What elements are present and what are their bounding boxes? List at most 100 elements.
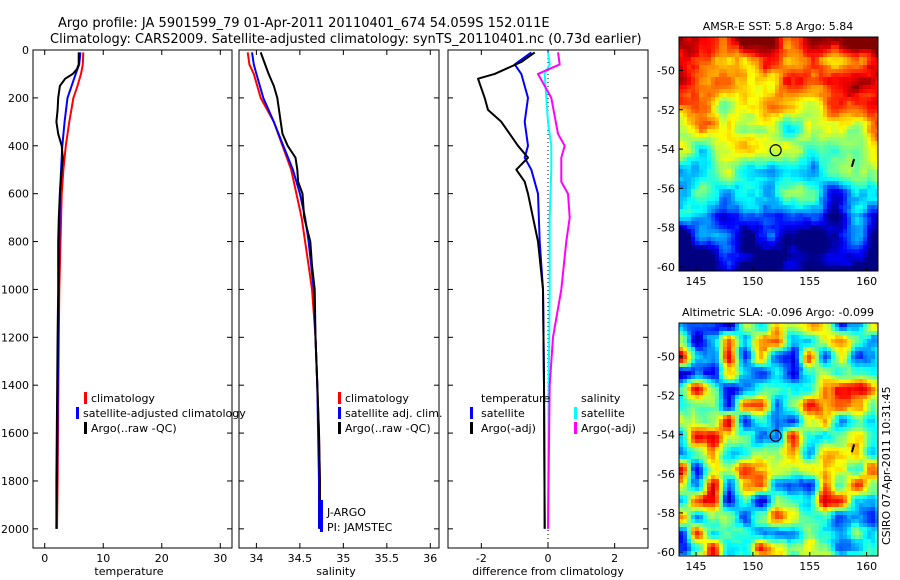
- heatmap-cell: [715, 65, 719, 69]
- heatmap-cell: [787, 347, 791, 351]
- heatmap-cell: [875, 455, 878, 459]
- heatmap-cell: [863, 137, 867, 141]
- heatmap-cell: [815, 209, 819, 213]
- heatmap-cell: [799, 221, 803, 225]
- heatmap-cell: [807, 145, 811, 149]
- heatmap-cell: [863, 93, 867, 97]
- heatmap-cell: [779, 61, 783, 65]
- heatmap-cell: [839, 463, 843, 467]
- heatmap-cell: [687, 113, 691, 117]
- heatmap-cell: [807, 161, 811, 165]
- heatmap-cell: [683, 391, 687, 395]
- heatmap-cell: [751, 49, 755, 53]
- heatmap-cell: [687, 229, 691, 233]
- heatmap-cell: [799, 101, 803, 105]
- heatmap-cell: [803, 157, 807, 161]
- heatmap-cell: [855, 153, 859, 157]
- heatmap-cell: [787, 145, 791, 149]
- heatmap-cell: [807, 53, 811, 57]
- heatmap-cell: [727, 81, 731, 85]
- heatmap-cell: [679, 89, 683, 93]
- heatmap-cell: [739, 81, 743, 85]
- heatmap-cell: [687, 237, 691, 241]
- heatmap-cell: [771, 351, 775, 355]
- heatmap-cell: [815, 113, 819, 117]
- heatmap-cell: [815, 269, 819, 271]
- heatmap-cell: [791, 403, 795, 407]
- heatmap-cell: [831, 189, 835, 193]
- heatmap-cell: [851, 459, 855, 463]
- heatmap-cell: [875, 69, 878, 73]
- heatmap-cell: [695, 335, 699, 339]
- heatmap-cell: [815, 245, 819, 249]
- heatmap-cell: [767, 427, 771, 431]
- heatmap-cell: [823, 161, 827, 165]
- heatmap-cell: [735, 73, 739, 77]
- heatmap-cell: [867, 363, 871, 367]
- heatmap-cell: [715, 129, 719, 133]
- heatmap-cell: [827, 371, 831, 375]
- heatmap-cell: [715, 363, 719, 367]
- heatmap-cell: [835, 427, 839, 431]
- heatmap-cell: [727, 97, 731, 101]
- heatmap-cell: [751, 165, 755, 169]
- heatmap-cell: [767, 169, 771, 173]
- heatmap-cell: [851, 225, 855, 229]
- heatmap-cell: [703, 205, 707, 209]
- heatmap-cell: [839, 411, 843, 415]
- heatmap-cell: [703, 129, 707, 133]
- heatmap-cell: [735, 221, 739, 225]
- heatmap-cell: [703, 249, 707, 253]
- heatmap-cell: [771, 85, 775, 89]
- heatmap-cell: [723, 209, 727, 213]
- heatmap-cell: [775, 471, 779, 475]
- heatmap-cell: [807, 423, 811, 427]
- heatmap-cell: [815, 415, 819, 419]
- heatmap-cell: [815, 225, 819, 229]
- heatmap-cell: [731, 105, 735, 109]
- heatmap-cell: [723, 113, 727, 117]
- heatmap-cell: [803, 265, 807, 269]
- heatmap-cell: [843, 427, 847, 431]
- heatmap-cell: [687, 427, 691, 431]
- heatmap-cell: [823, 403, 827, 407]
- heatmap-cell: [867, 37, 871, 41]
- heatmap-cell: [715, 261, 719, 265]
- heatmap-cell: [679, 261, 683, 265]
- heatmap-cell: [739, 375, 743, 379]
- heatmap-cell: [759, 467, 763, 471]
- heatmap-cell: [811, 117, 815, 121]
- heatmap-cell: [747, 161, 751, 165]
- heatmap-cell: [827, 181, 831, 185]
- heatmap-cell: [871, 125, 875, 129]
- heatmap-cell: [695, 241, 699, 245]
- heatmap-cell: [875, 113, 878, 117]
- heatmap-cell: [803, 335, 807, 339]
- heatmap-cell: [803, 73, 807, 77]
- heatmap-cell: [807, 113, 811, 117]
- heatmap-cell: [807, 355, 811, 359]
- heatmap-cell: [707, 181, 711, 185]
- heatmap-cell: [863, 387, 867, 391]
- heatmap-cell: [851, 173, 855, 177]
- heatmap-cell: [819, 97, 823, 101]
- heatmap-cell: [779, 109, 783, 113]
- heatmap-cell: [863, 225, 867, 229]
- heatmap-cell: [819, 85, 823, 89]
- heatmap-cell: [819, 359, 823, 363]
- heatmap-cell: [851, 149, 855, 153]
- heatmap-cell: [855, 61, 859, 65]
- heatmap-cell: [759, 201, 763, 205]
- heatmap-cell: [855, 237, 859, 241]
- heatmap-cell: [847, 189, 851, 193]
- heatmap-cell: [695, 323, 699, 327]
- heatmap-cell: [839, 269, 843, 271]
- heatmap-cell: [795, 217, 799, 221]
- heatmap-cell: [791, 339, 795, 343]
- heatmap-cell: [735, 45, 739, 49]
- heatmap-cell: [819, 69, 823, 73]
- heatmap-cell: [839, 403, 843, 407]
- heatmap-cell: [755, 185, 759, 189]
- heatmap-cell: [743, 185, 747, 189]
- heatmap-cell: [835, 233, 839, 237]
